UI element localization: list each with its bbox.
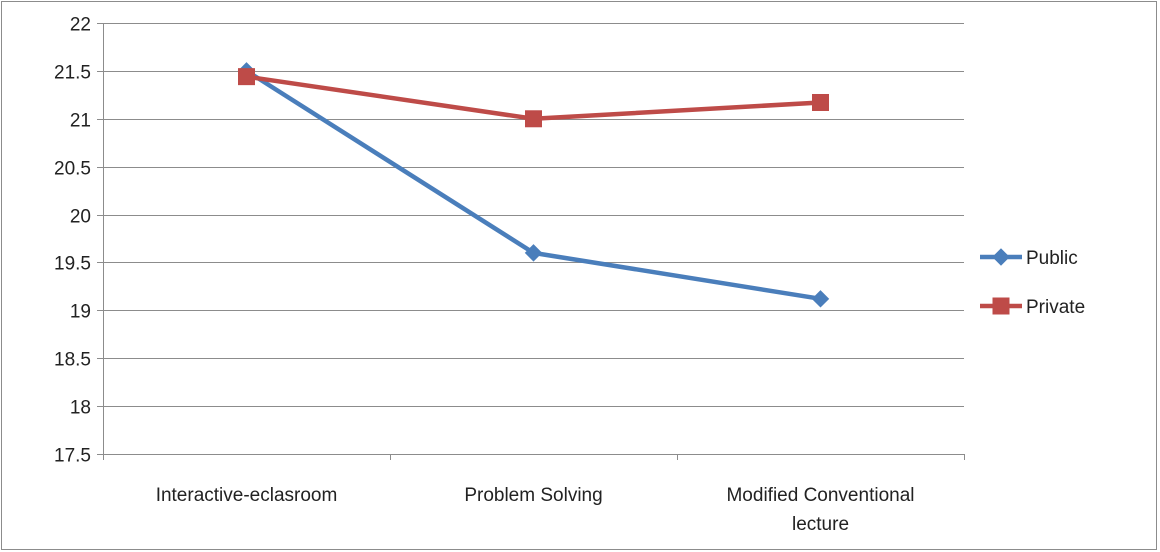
- x-tick-label: Modified Conventional lecture: [726, 485, 914, 535]
- axes: [97, 23, 965, 460]
- y-tick-label: 19: [70, 302, 91, 323]
- legend-marker-public: [992, 248, 1010, 266]
- x-axis-tick-labels: Interactive-eclasroom Problem Solving Modi…: [156, 485, 915, 535]
- y-tick-label: 22: [70, 15, 91, 36]
- legend: Public Private: [980, 248, 1085, 318]
- series: [237, 62, 830, 308]
- y-tick-label: 21.5: [54, 63, 91, 84]
- legend-item-private: Private: [980, 297, 1085, 318]
- data-point-private: [525, 110, 542, 128]
- y-tick-label: 20: [70, 207, 91, 228]
- y-axis-tick-labels: 17.5 18 18.5 19 19.5 20 20.5 21 21.5 22: [54, 15, 91, 467]
- x-tick-label: Problem Solving: [464, 485, 602, 506]
- y-tick-label: 17.5: [54, 446, 91, 467]
- y-tick-label: 20.5: [54, 159, 91, 180]
- series-line-public: [244, 68, 823, 302]
- x-tick-label: Interactive-eclasroom: [156, 485, 338, 506]
- legend-item-public: Public: [980, 248, 1078, 269]
- y-tick-label: 18.5: [54, 350, 91, 371]
- y-tick-label: 21: [70, 111, 91, 132]
- data-point-private: [238, 68, 255, 86]
- legend-label-private: Private: [1026, 297, 1085, 318]
- data-point-private: [812, 93, 829, 111]
- data-point-public: [524, 244, 543, 262]
- y-tick-label: 19.5: [54, 254, 91, 275]
- data-point-public: [811, 290, 830, 308]
- legend-label-public: Public: [1026, 248, 1078, 269]
- series-public: [237, 62, 830, 308]
- gridlines: [103, 23, 964, 407]
- legend-marker-private: [992, 297, 1010, 315]
- y-tick-label: 18: [70, 398, 91, 419]
- series-private: [238, 68, 829, 128]
